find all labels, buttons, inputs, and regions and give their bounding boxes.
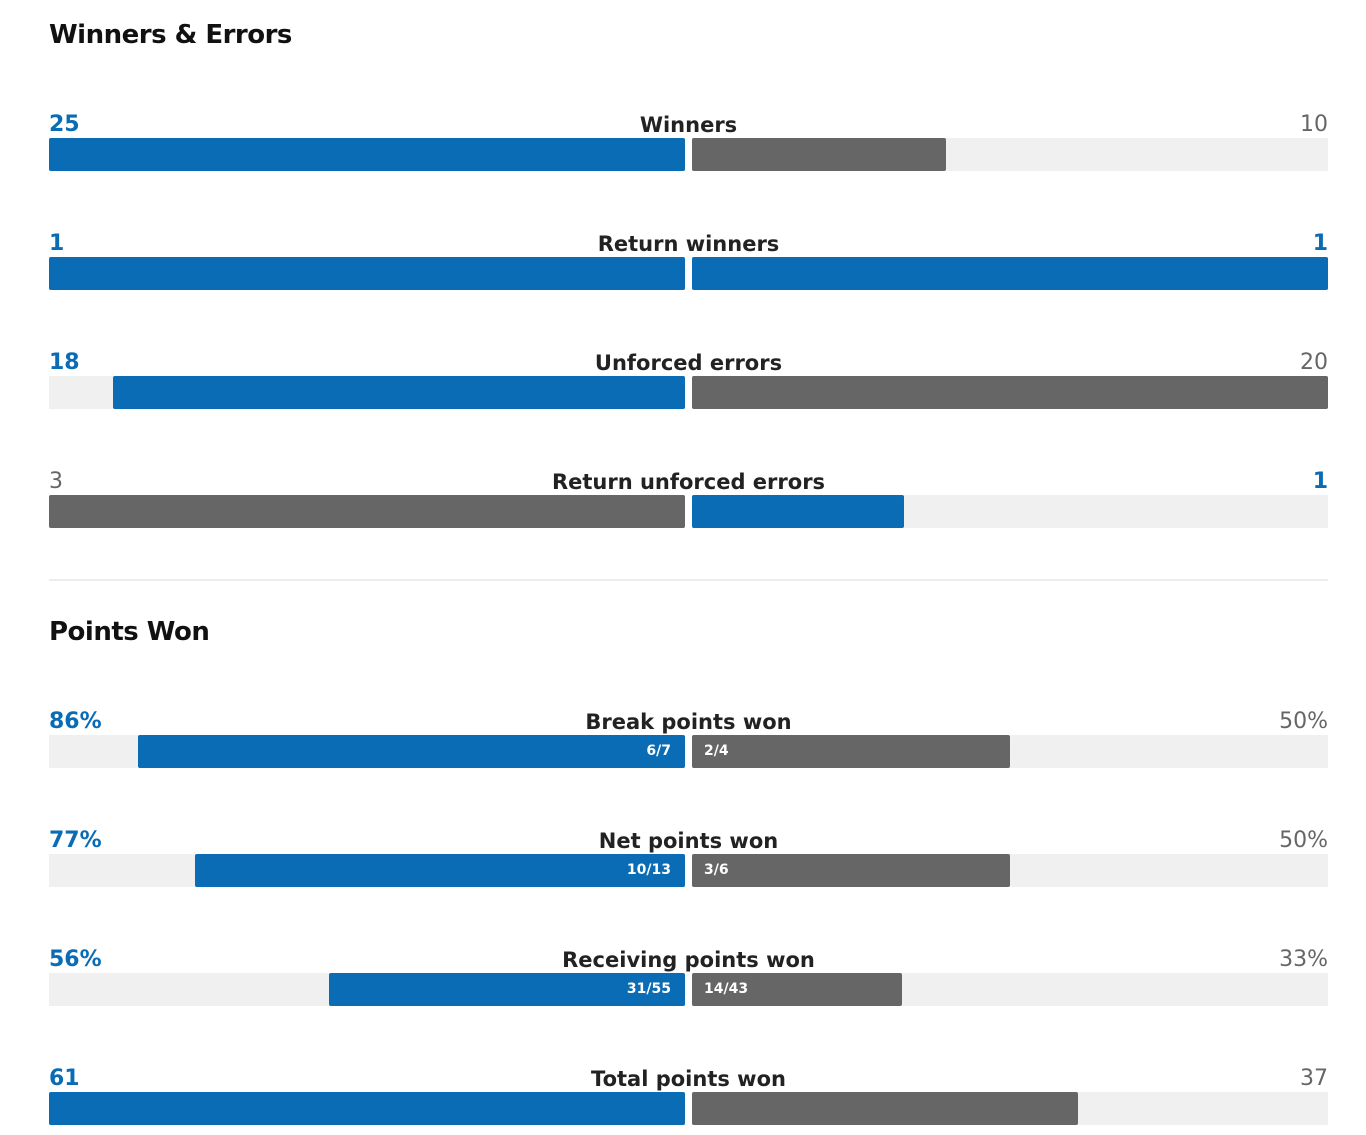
right-detail: 2/4 — [704, 743, 729, 759]
left-value: 77% — [49, 828, 102, 853]
left-value: 3 — [49, 469, 63, 494]
left-bar — [49, 1092, 685, 1125]
left-bar — [138, 735, 685, 768]
right-detail: 14/43 — [704, 981, 749, 997]
left-bar — [112, 376, 685, 409]
right-value: 50% — [1279, 828, 1328, 853]
right-value: 1 — [1312, 469, 1328, 494]
right-value: 37 — [1300, 1066, 1328, 1091]
left-value: 86% — [49, 709, 102, 734]
stat-name: Return unforced errors — [551, 470, 826, 494]
stat-name: Unforced errors — [594, 351, 783, 375]
right-value: 20 — [1300, 350, 1328, 375]
right-bar — [692, 257, 1328, 290]
stat-name: Total points won — [591, 1067, 786, 1091]
right-value: 33% — [1279, 947, 1328, 972]
stat-name: Receiving points won — [562, 948, 815, 972]
left-bar — [49, 257, 685, 290]
left-bar — [49, 495, 685, 528]
right-bar — [692, 854, 1010, 887]
left-value: 56% — [49, 947, 102, 972]
left-value: 25 — [49, 112, 80, 137]
right-value: 10 — [1300, 112, 1328, 137]
left-value: 1 — [49, 231, 65, 256]
stat-name: Break points won — [585, 710, 792, 734]
stat-name: Winners — [639, 113, 738, 137]
left-detail: 31/55 — [626, 981, 671, 997]
left-bar — [49, 138, 685, 171]
right-bar — [692, 495, 904, 528]
left-value: 61 — [49, 1066, 80, 1091]
left-value: 18 — [49, 350, 80, 375]
left-bar — [195, 854, 685, 887]
right-bar — [692, 138, 947, 171]
right-value: 1 — [1312, 231, 1328, 256]
right-bar — [692, 735, 1010, 768]
section-title: Points Won — [49, 617, 210, 647]
left-bar — [328, 973, 685, 1006]
left-detail: 6/7 — [646, 743, 671, 759]
right-bar — [692, 376, 1328, 409]
right-bar — [692, 1092, 1078, 1125]
stat-name: Return winners — [597, 232, 780, 256]
section-title: Winners & Errors — [49, 20, 292, 50]
divider — [49, 579, 1328, 581]
right-detail: 3/6 — [704, 862, 729, 878]
right-bar — [692, 973, 902, 1006]
stat-name: Net points won — [598, 829, 779, 853]
left-detail: 10/13 — [626, 862, 671, 878]
right-value: 50% — [1279, 709, 1328, 734]
